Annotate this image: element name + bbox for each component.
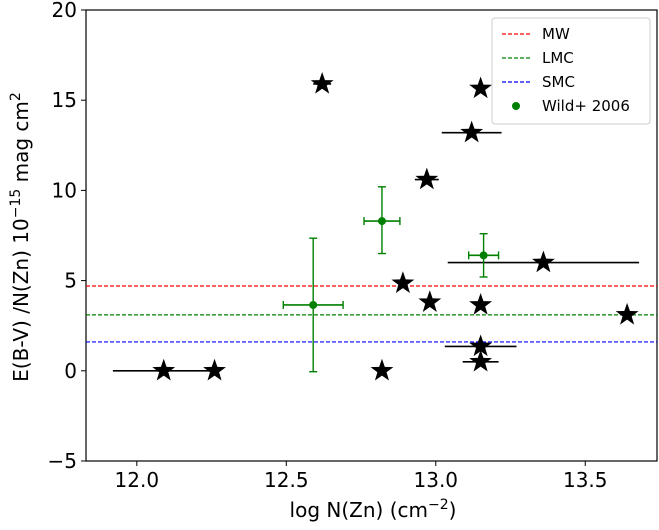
data-point-star — [418, 290, 442, 312]
x-tick-label: 13.0 — [414, 468, 459, 492]
y-tick-label: 5 — [64, 269, 77, 293]
data-point-star — [415, 167, 439, 190]
x-axis-label: log N(Zn) (cm−2) — [290, 497, 457, 522]
y-tick-label: 0 — [64, 359, 77, 383]
data-point-star — [469, 334, 493, 357]
data-point-star — [391, 271, 415, 294]
legend-box — [491, 17, 651, 125]
plot-frame — [85, 9, 658, 462]
y-axis-label: E(B-V) /N(Zn) 10−15 mag cm2 — [8, 92, 33, 382]
data-point-circle — [377, 217, 386, 226]
legend: MW LMC SMC Wild+ 2006 — [491, 17, 651, 125]
x-tick-label: 12.0 — [115, 468, 160, 492]
data-point-star — [615, 302, 639, 325]
data-point-star — [152, 358, 176, 381]
x-tick-label: 12.5 — [264, 468, 309, 492]
x-tick-label: 13.5 — [563, 468, 608, 492]
data-point-star — [370, 358, 394, 381]
data-point-star — [469, 292, 493, 315]
data-point-star — [310, 71, 334, 94]
y-tick-label: −5 — [48, 449, 77, 473]
legend-label: SMC — [542, 73, 575, 91]
data-point-star — [469, 349, 493, 372]
data-point-star — [469, 76, 493, 99]
data-point-star — [531, 250, 555, 273]
y-axis: −5 0 5 10 15 20 — [48, 0, 86, 473]
data-point-circle — [309, 300, 318, 309]
legend-label: Wild+ 2006 — [542, 97, 630, 115]
y-tick-label: 20 — [52, 0, 77, 22]
data-point-circle — [479, 251, 488, 260]
y-tick-label: 10 — [52, 178, 77, 202]
legend-label: MW — [542, 25, 570, 43]
legend-swatch-wild — [512, 102, 520, 110]
legend-label: LMC — [542, 49, 574, 67]
data-point-star — [203, 358, 226, 381]
plot-area — [85, 9, 658, 462]
y-tick-label: 15 — [52, 88, 77, 112]
data-point-star — [460, 120, 484, 143]
x-axis: 12.0 12.5 13.0 13.5 — [115, 461, 608, 492]
